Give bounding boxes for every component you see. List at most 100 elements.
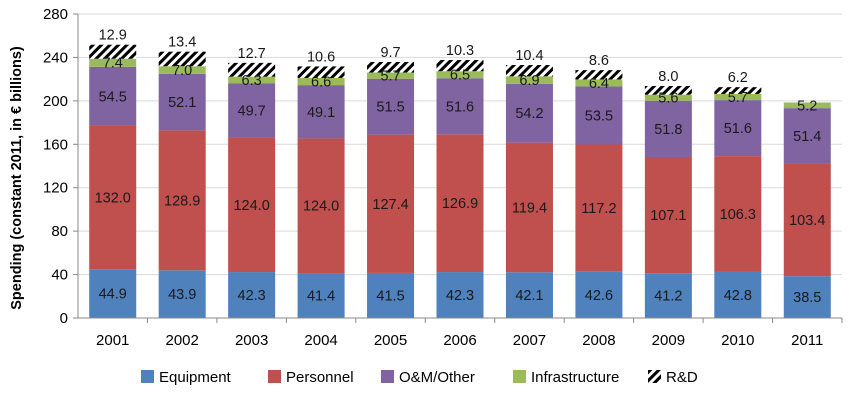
data-label: 51.8 bbox=[654, 122, 682, 138]
data-label: 42.8 bbox=[724, 288, 752, 304]
data-label: 8.6 bbox=[589, 53, 609, 69]
bar-segment-equipment bbox=[89, 269, 137, 318]
axes bbox=[77, 14, 842, 319]
data-label: 10.6 bbox=[307, 49, 335, 65]
data-label: 126.9 bbox=[442, 196, 478, 212]
y-tick-label: 80 bbox=[51, 223, 68, 240]
bar-segment-personnel bbox=[714, 156, 762, 272]
bar-segment-o-m-other bbox=[158, 73, 206, 131]
data-label: 43.9 bbox=[168, 287, 196, 303]
bar-segment-o-m-other bbox=[228, 83, 276, 138]
legend: Equipment Personnel O&M/Other Infrastructur… bbox=[141, 369, 698, 386]
bar-segment-personnel bbox=[367, 134, 415, 273]
data-label: 132.0 bbox=[95, 191, 131, 207]
bar-segment-personnel bbox=[783, 163, 831, 277]
data-label: 41.4 bbox=[307, 289, 335, 305]
bar-segment-r-d bbox=[714, 87, 762, 94]
bar-segment-equipment bbox=[505, 272, 553, 318]
data-label: 42.3 bbox=[446, 288, 474, 304]
bar-segment-r-d bbox=[297, 66, 345, 78]
data-label: 12.9 bbox=[99, 28, 127, 44]
data-label: 5.7 bbox=[380, 69, 400, 85]
bar-segment-r-d bbox=[158, 51, 206, 67]
bar-segment-o-m-other bbox=[436, 78, 484, 135]
y-tick-label: 240 bbox=[43, 49, 68, 66]
bar-segment-infrastructure bbox=[158, 66, 206, 74]
bar-segment-o-m-other bbox=[505, 83, 553, 143]
bar-segment-r-d bbox=[575, 70, 623, 80]
bar-segment-infrastructure bbox=[89, 58, 137, 67]
data-label: 10.3 bbox=[446, 43, 474, 59]
data-label: 103.4 bbox=[789, 213, 825, 229]
bar-segment-equipment bbox=[575, 271, 623, 318]
bar-segment-personnel bbox=[436, 134, 484, 273]
data-label: 6.9 bbox=[519, 73, 539, 89]
x-tick-label: 2002 bbox=[165, 332, 198, 349]
bar-segment-infrastructure bbox=[575, 79, 623, 87]
x-tick-label: 2011 bbox=[791, 332, 823, 349]
y-axis-title: Spending (constant 2011, in € billions) bbox=[9, 46, 25, 310]
bar-segment-personnel bbox=[644, 156, 692, 274]
data-label: 5.7 bbox=[728, 90, 748, 106]
data-label: 128.9 bbox=[164, 193, 200, 209]
bar-segment-infrastructure bbox=[297, 77, 345, 86]
data-label: 42.1 bbox=[515, 288, 543, 304]
data-label: 106.3 bbox=[720, 207, 756, 223]
legend-swatch bbox=[648, 370, 661, 383]
bar-segment-r-d bbox=[228, 62, 276, 77]
bar-segment-o-m-other bbox=[575, 86, 623, 145]
bar-segment-o-m-other bbox=[297, 85, 345, 139]
bar-segment-o-m-other bbox=[89, 66, 137, 126]
x-tick-label: 2008 bbox=[582, 332, 615, 349]
data-label: 119.4 bbox=[512, 200, 547, 216]
legend-label: Infrastructure bbox=[531, 369, 619, 386]
x-tick-label: 2005 bbox=[374, 332, 407, 349]
data-label: 8.0 bbox=[658, 69, 678, 85]
bar-segment-infrastructure bbox=[367, 72, 415, 79]
bar-segment-r-d bbox=[367, 61, 415, 73]
bar-segment-infrastructure bbox=[714, 93, 762, 101]
data-label: 6.6 bbox=[311, 75, 331, 91]
data-label: 41.2 bbox=[654, 289, 682, 305]
data-label: 51.4 bbox=[793, 129, 821, 145]
legend-swatch bbox=[513, 370, 526, 383]
data-label: 51.5 bbox=[376, 100, 404, 116]
y-tick-label: 160 bbox=[43, 136, 68, 153]
bar-segment-personnel bbox=[228, 137, 276, 273]
data-label: 6.4 bbox=[589, 76, 609, 92]
bar-segment-o-m-other bbox=[644, 100, 692, 157]
bar-segment-r-d bbox=[89, 44, 137, 59]
bar-segment-infrastructure bbox=[505, 76, 553, 84]
data-label: 6.3 bbox=[242, 73, 262, 89]
data-label: 42.3 bbox=[238, 288, 266, 304]
y-tick-label: 280 bbox=[43, 6, 68, 23]
bar-segment-infrastructure bbox=[436, 71, 484, 79]
x-tick-label: 2004 bbox=[304, 332, 337, 349]
data-label: 51.6 bbox=[724, 121, 752, 137]
y-tick-label: 0 bbox=[60, 310, 68, 327]
data-label: 54.5 bbox=[99, 89, 127, 105]
bar-segment-equipment bbox=[783, 276, 831, 318]
data-label: 53.5 bbox=[585, 108, 613, 124]
bar-segment-personnel bbox=[158, 130, 206, 271]
data-label: 49.7 bbox=[238, 103, 266, 119]
bar-segment-equipment bbox=[228, 272, 276, 318]
data-label: 7.0 bbox=[172, 63, 192, 79]
bar-segment-infrastructure bbox=[644, 94, 692, 101]
bar-segment-equipment bbox=[297, 273, 345, 318]
bar-segment-r-d bbox=[644, 85, 692, 95]
bar-segment-equipment bbox=[644, 273, 692, 318]
data-label: 9.7 bbox=[380, 45, 400, 61]
data-labels: 44.9 132.0 54.5 7.4 12.9 43.9 128.9 52.1 7.0 13.4… bbox=[95, 28, 826, 306]
data-label: 124.0 bbox=[303, 199, 339, 215]
legend-label: R&D bbox=[666, 369, 698, 386]
y-tick-label: 40 bbox=[51, 267, 68, 284]
bar-segment-infrastructure bbox=[228, 76, 276, 84]
bar-segment-o-m-other bbox=[783, 108, 831, 164]
bar-segment-o-m-other bbox=[367, 78, 415, 135]
bar-segment-personnel bbox=[575, 144, 623, 272]
bar-segment-personnel bbox=[505, 142, 553, 273]
bar-segment-equipment bbox=[714, 271, 762, 318]
bar-segment-infrastructure bbox=[783, 102, 831, 109]
